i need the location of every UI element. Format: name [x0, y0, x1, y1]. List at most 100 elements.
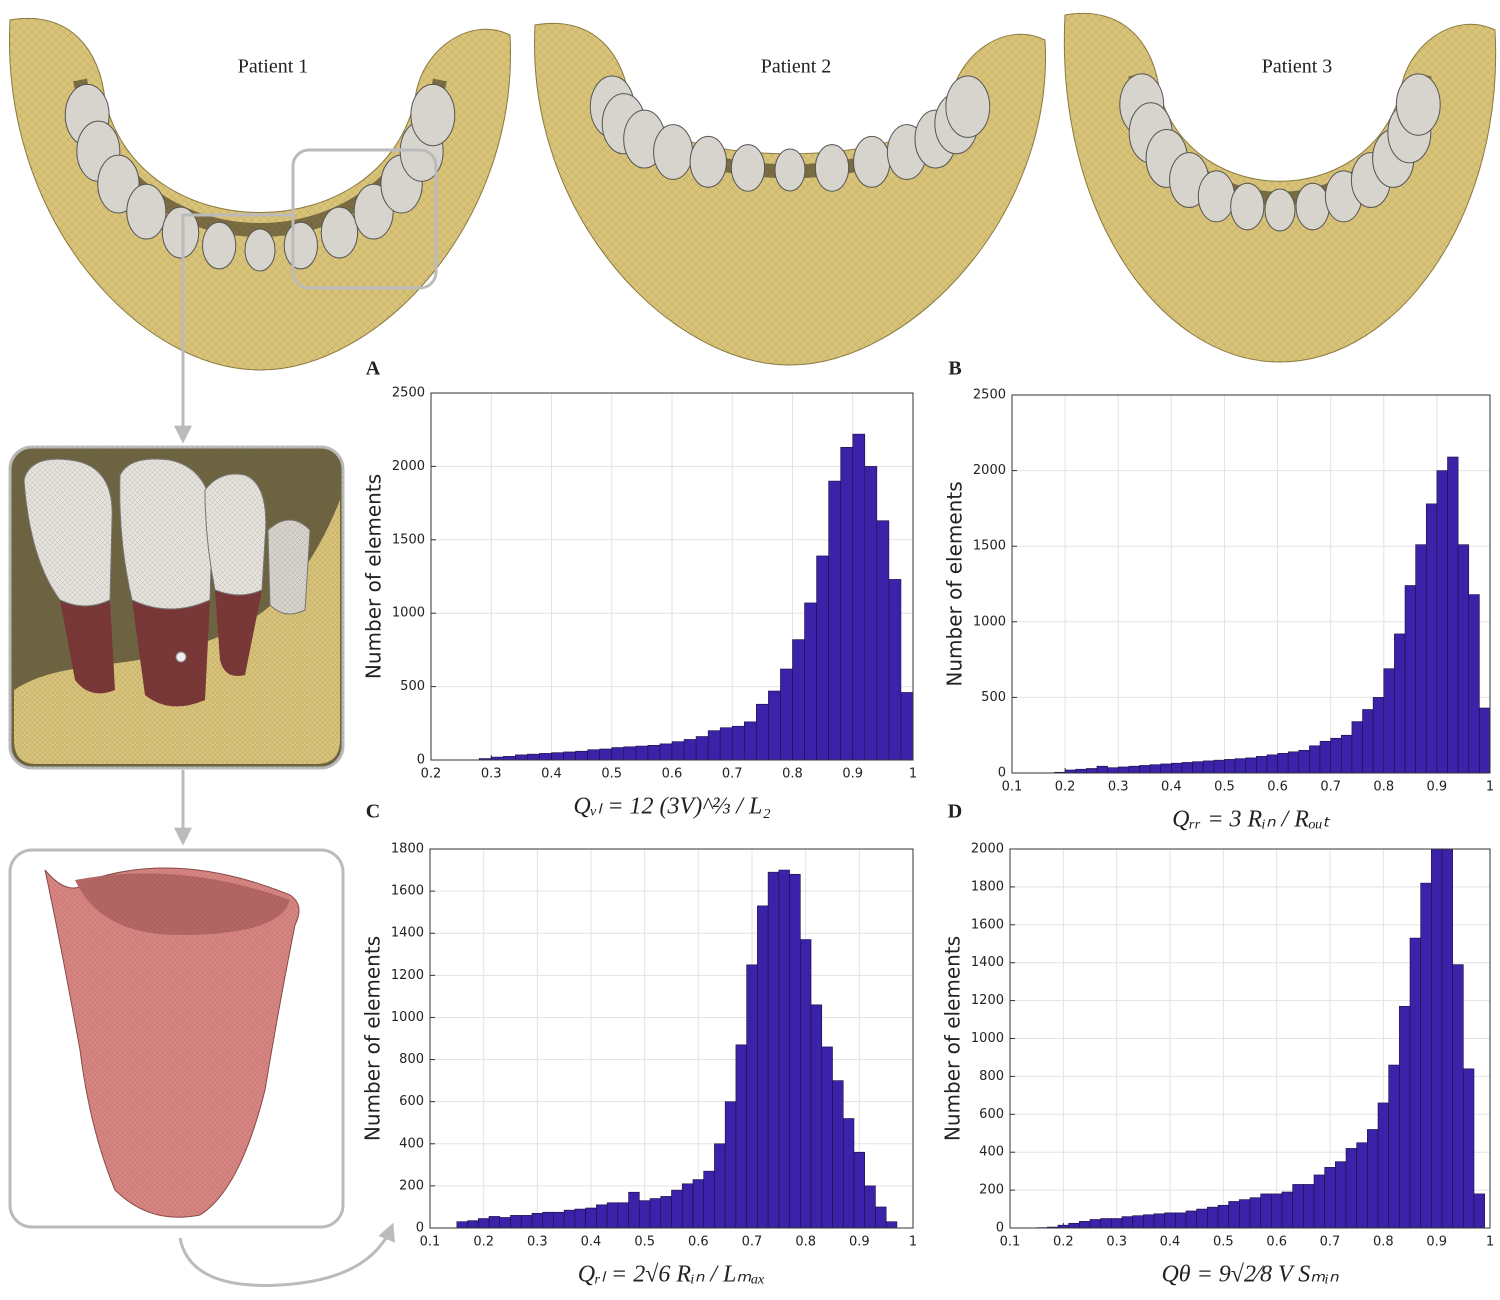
x-axis-label: Qᵣᵣ = 3 Rᵢₙ / Rₒᵤₜ	[1172, 807, 1331, 833]
bar	[1383, 668, 1395, 774]
x-tick-label: 0.4	[1160, 1235, 1181, 1250]
bar	[681, 1183, 694, 1229]
bar	[756, 703, 769, 761]
x-axis-label: Qᵣₗ = 2√6 Rᵢₙ / Lₘₐₓ	[578, 1262, 765, 1288]
bar	[1117, 766, 1130, 774]
bar	[563, 751, 576, 761]
bar	[660, 1196, 672, 1229]
bar	[1089, 1219, 1101, 1229]
bar	[799, 939, 812, 1229]
y-tick-label: 1600	[391, 884, 424, 899]
y-tick-label: 600	[399, 1094, 424, 1109]
bar	[832, 1080, 844, 1229]
bar	[1143, 1214, 1155, 1229]
y-tick-label: 1400	[971, 955, 1004, 970]
mesh	[10, 447, 343, 768]
bar	[714, 1143, 726, 1229]
bar	[1153, 1213, 1165, 1229]
y-axis-label: Number of elements	[943, 481, 967, 686]
tooth	[161, 206, 200, 259]
x-tick-label: 0.8	[1373, 780, 1394, 795]
bar	[1207, 1206, 1219, 1229]
bar	[1388, 1064, 1400, 1229]
bar	[1420, 882, 1432, 1229]
mesh-renders	[9, 13, 1497, 371]
tooth	[320, 206, 359, 259]
axes-box	[430, 392, 914, 761]
x-tick-label: 0.5	[1213, 1235, 1234, 1250]
tooth	[283, 221, 318, 270]
axes-box	[1009, 848, 1491, 1229]
axes-box	[1011, 394, 1491, 774]
left-panels	[8, 148, 438, 1287]
bar	[768, 690, 781, 761]
x-tick-label: 0.7	[1320, 1235, 1341, 1250]
bar	[531, 1212, 544, 1229]
y-tick-label: 1800	[971, 879, 1004, 894]
x-tick-label: 0.7	[722, 767, 743, 782]
y-tick-label: 1500	[973, 539, 1006, 554]
bar	[617, 1202, 629, 1229]
bar	[1303, 1184, 1315, 1229]
bar	[719, 727, 733, 761]
y-tick-label: 2000	[971, 842, 1004, 857]
bar	[1377, 1102, 1389, 1229]
bar	[1107, 767, 1119, 774]
bar	[647, 745, 661, 761]
x-tick-label: 0.6	[1266, 1235, 1287, 1250]
axes-box	[429, 848, 914, 1229]
bar	[724, 1101, 737, 1229]
bar	[585, 1207, 597, 1229]
x-tick-label: 0.8	[782, 767, 803, 782]
bar	[885, 1221, 898, 1229]
bar	[864, 466, 878, 761]
y-tick-label: 1000	[973, 614, 1006, 629]
bar	[1409, 937, 1421, 1229]
x-tick-label: 0.2	[1055, 780, 1076, 795]
bar	[1224, 759, 1236, 774]
bar	[900, 692, 914, 761]
bar	[1175, 1212, 1187, 1229]
y-tick-label: 0	[998, 766, 1006, 781]
tooth	[853, 135, 891, 188]
bar	[1111, 1218, 1123, 1229]
bar	[1367, 1129, 1379, 1229]
bar	[599, 748, 613, 761]
x-tick-label: 0.8	[795, 1235, 816, 1250]
bar	[1394, 633, 1406, 774]
bar	[852, 433, 866, 761]
bar	[792, 639, 805, 761]
bar	[735, 1044, 747, 1229]
bar	[1196, 1208, 1208, 1229]
zoom-box	[291, 148, 438, 290]
x-tick-label: 0.1	[1000, 1235, 1021, 1250]
bar	[828, 480, 842, 761]
bar	[1277, 753, 1289, 774]
bar	[853, 1151, 866, 1229]
y-tick-label: 600	[979, 1107, 1004, 1122]
bar	[1249, 1197, 1261, 1229]
bar	[551, 752, 564, 761]
y-tick-label: 2000	[973, 463, 1006, 478]
bar	[1340, 734, 1353, 774]
bar	[888, 579, 902, 761]
x-tick-label: 1	[1486, 780, 1494, 795]
bar	[1281, 1191, 1293, 1229]
bar	[1292, 1184, 1304, 1229]
tooth	[410, 83, 456, 147]
tooth	[730, 144, 766, 192]
bar	[1399, 1005, 1411, 1229]
y-tick-label: 2500	[392, 386, 425, 401]
bar	[804, 602, 817, 761]
y-tick-label: 1200	[391, 968, 424, 983]
y-tick-label: 0	[416, 1221, 424, 1236]
bar	[542, 1211, 554, 1229]
bar	[1330, 737, 1342, 774]
bar	[563, 1209, 576, 1229]
x-tick-label: 0.2	[473, 1235, 494, 1250]
y-tick-label: 400	[399, 1136, 424, 1151]
x-tick-label: 0.3	[481, 767, 502, 782]
bar	[1128, 765, 1140, 774]
tooth	[1230, 182, 1265, 231]
bar	[1096, 765, 1108, 774]
